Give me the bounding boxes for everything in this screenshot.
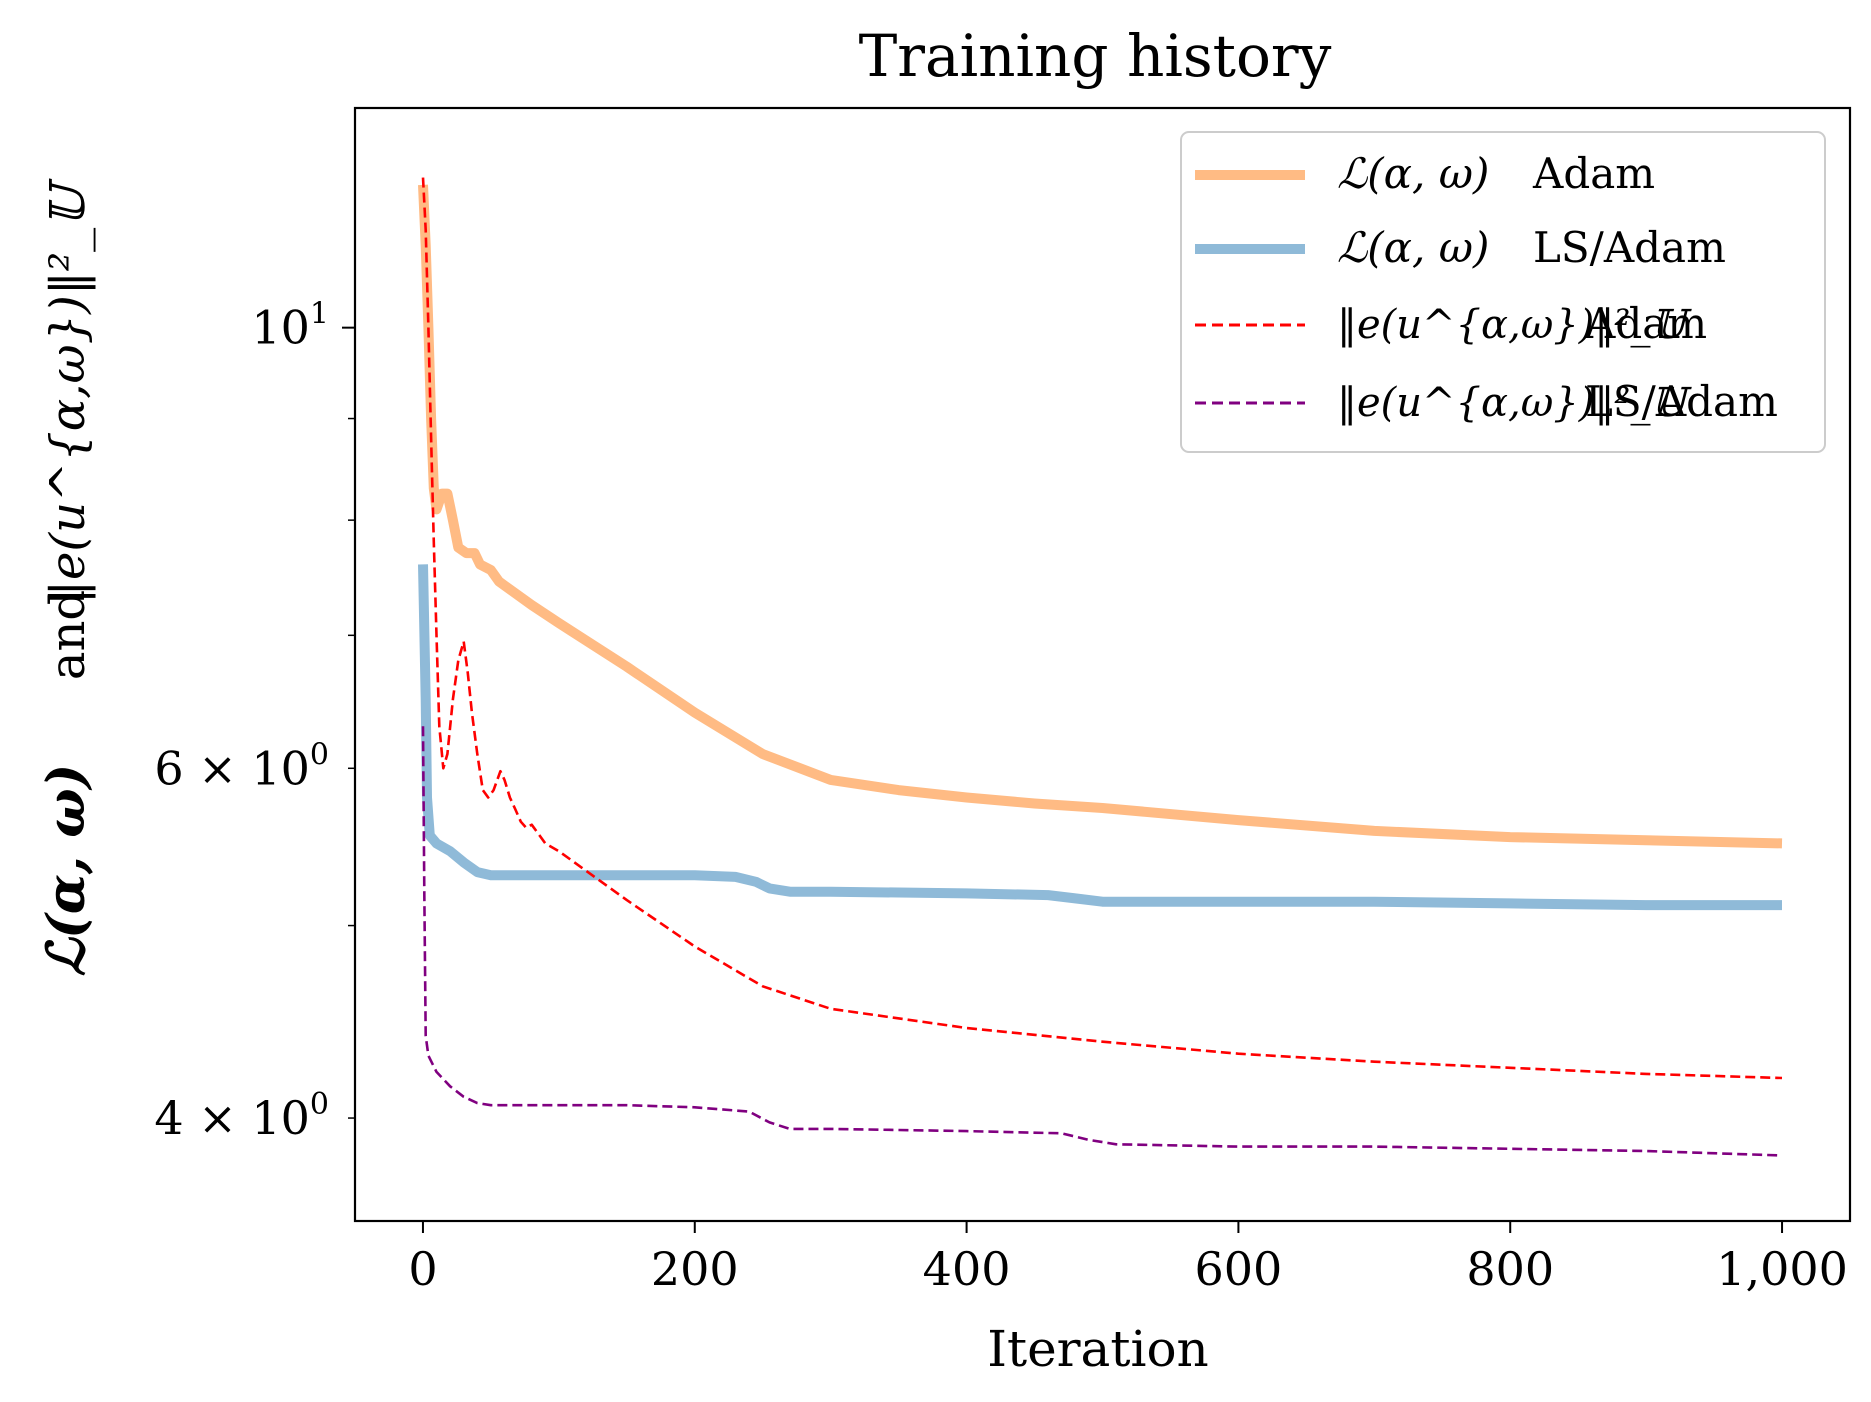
legend-label-error-lsadam: LS/Adam — [1585, 377, 1778, 426]
x-tick-label: 200 — [651, 1242, 739, 1296]
x-axis-label: Iteration — [987, 1320, 1209, 1378]
series-line-loss-adam — [418, 184, 1783, 849]
legend-math-error-adam: ‖e(u^{α,ω})‖²_𝕌 — [1337, 302, 1692, 348]
y-axis-label: ℒ(α, ω) and ‖e(u^{α,ω})‖²_𝕌 — [36, 178, 97, 976]
chart-title: Training history — [859, 22, 1332, 90]
x-axis: 0 200 400 600 800 1,000 — [408, 1221, 1848, 1296]
legend-math-loss-adam: ℒ(α, ω) — [1337, 149, 1489, 198]
plot-area-frame — [353, 106, 1852, 1223]
series-line-error-lsadam — [421, 726, 1783, 1157]
x-tick-label: 800 — [1466, 1242, 1554, 1296]
y-axis: 101 6 × 100 4 × 100 — [154, 297, 355, 1145]
y-tick-label: 101 — [251, 297, 329, 355]
y-tick-label: 4 × 100 — [154, 1087, 329, 1145]
legend-math-error-lsadam: ‖e(u^{α,ω})‖²_𝕌 — [1337, 380, 1692, 426]
y-tick-label: 6 × 100 — [154, 737, 329, 795]
x-tick-label: 600 — [1195, 1242, 1283, 1296]
x-tick-label: 0 — [408, 1242, 437, 1296]
legend-label-loss-lsadam: LS/Adam — [1533, 223, 1726, 272]
legend-box — [1180, 131, 1826, 453]
legend-math-loss-lsadam: ℒ(α, ω) — [1337, 223, 1489, 272]
series-line-loss-lsadam — [418, 564, 1782, 911]
legend-label-loss-adam: Adam — [1532, 149, 1655, 198]
legend: ℒ(α, ω) Adam ℒ(α, ω) LS/Adam ‖e(u^{α,ω})… — [1180, 131, 1826, 453]
x-tick-label: 1,000 — [1716, 1242, 1848, 1296]
y-axis-label-error: ‖e(u^{α,ω})‖²_𝕌 — [40, 178, 96, 604]
x-tick-label: 400 — [923, 1242, 1011, 1296]
series-line-error-adam — [421, 177, 1783, 1080]
y-axis-label-and: and — [40, 590, 96, 680]
legend-label-error-adam: Adam — [1584, 299, 1707, 348]
series-layer — [418, 177, 1783, 1157]
y-axis-label-loss: ℒ(α, ω) — [36, 764, 97, 976]
